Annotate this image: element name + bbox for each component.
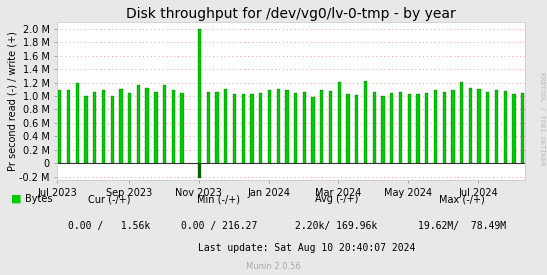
- Bar: [329, 90, 332, 163]
- Text: Bytes: Bytes: [25, 194, 52, 204]
- Bar: [294, 93, 297, 163]
- Bar: [251, 94, 254, 163]
- Bar: [67, 90, 70, 163]
- Bar: [259, 94, 263, 163]
- Bar: [242, 94, 245, 163]
- Bar: [513, 94, 516, 163]
- Bar: [119, 89, 123, 163]
- Text: ■: ■: [11, 194, 21, 204]
- Bar: [355, 95, 358, 163]
- Bar: [84, 96, 88, 163]
- Bar: [128, 93, 131, 163]
- Title: Disk throughput for /dev/vg0/lv-0-tmp - by year: Disk throughput for /dev/vg0/lv-0-tmp - …: [126, 7, 456, 21]
- Text: 0.00 /   1.56k: 0.00 / 1.56k: [68, 221, 150, 231]
- Bar: [504, 91, 507, 163]
- Bar: [311, 97, 315, 163]
- Bar: [224, 89, 228, 163]
- Text: Min (-/+): Min (-/+): [197, 194, 240, 204]
- Bar: [521, 93, 525, 163]
- Bar: [346, 94, 350, 163]
- Bar: [110, 96, 114, 163]
- Bar: [373, 92, 376, 163]
- Bar: [302, 92, 306, 163]
- Bar: [198, 163, 201, 178]
- Y-axis label: Pr second read (-) / write (+): Pr second read (-) / write (+): [8, 31, 18, 171]
- Bar: [137, 86, 140, 163]
- Bar: [408, 94, 411, 163]
- Bar: [486, 92, 490, 163]
- Bar: [434, 90, 437, 163]
- Bar: [75, 83, 79, 163]
- Bar: [381, 95, 385, 163]
- Bar: [286, 90, 289, 163]
- Bar: [320, 90, 323, 163]
- Bar: [399, 92, 402, 163]
- Bar: [216, 92, 219, 163]
- Text: Last update: Sat Aug 10 20:40:07 2024: Last update: Sat Aug 10 20:40:07 2024: [197, 243, 415, 253]
- Bar: [93, 92, 96, 163]
- Text: Avg (-/+): Avg (-/+): [315, 194, 358, 204]
- Text: 19.62M/  78.49M: 19.62M/ 78.49M: [418, 221, 507, 231]
- Text: Cur (-/+): Cur (-/+): [88, 194, 131, 204]
- Bar: [181, 92, 184, 163]
- Bar: [102, 90, 105, 163]
- Bar: [469, 88, 472, 163]
- Text: 2.20k/ 169.96k: 2.20k/ 169.96k: [295, 221, 377, 231]
- Bar: [268, 90, 271, 163]
- Text: Max (-/+): Max (-/+): [439, 194, 485, 204]
- Bar: [460, 82, 463, 163]
- Bar: [146, 88, 149, 163]
- Bar: [443, 92, 446, 163]
- Bar: [58, 90, 61, 163]
- Bar: [172, 90, 175, 163]
- Bar: [416, 94, 420, 163]
- Bar: [277, 89, 280, 163]
- Bar: [495, 90, 498, 163]
- Text: 0.00 / 216.27: 0.00 / 216.27: [181, 221, 257, 231]
- Bar: [451, 90, 455, 163]
- Bar: [154, 92, 158, 163]
- Text: RRDTOOL / TOBI OETIKER: RRDTOOL / TOBI OETIKER: [539, 72, 545, 165]
- Bar: [337, 82, 341, 163]
- Bar: [198, 29, 201, 163]
- Text: Munin 2.0.56: Munin 2.0.56: [246, 262, 301, 271]
- Bar: [390, 93, 393, 163]
- Bar: [233, 94, 236, 163]
- Bar: [364, 81, 367, 163]
- Bar: [207, 92, 210, 163]
- Bar: [425, 93, 428, 163]
- Bar: [163, 85, 166, 163]
- Bar: [478, 89, 481, 163]
